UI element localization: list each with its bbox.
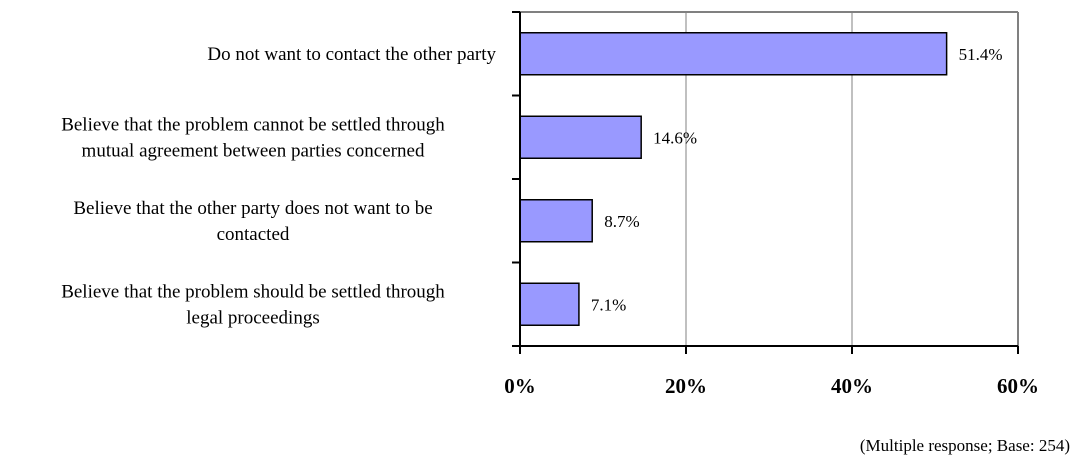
category-label-line: Believe that the other party does not wa… bbox=[73, 198, 432, 219]
data-label: 14.6% bbox=[653, 128, 697, 147]
category-labels: Do not want to contact the other party Be… bbox=[61, 44, 496, 329]
footnote: (Multiple response; Base: 254) bbox=[860, 436, 1070, 455]
category-label: Do not want to contact the other party bbox=[207, 44, 496, 65]
category-label-line: Do not want to contact the other party bbox=[207, 44, 496, 65]
category-label-line: Believe that the problem should be settl… bbox=[61, 281, 445, 302]
category-label-line: Believe that the problem cannot be settl… bbox=[61, 114, 445, 135]
bar bbox=[519, 32, 948, 76]
category-label-line: legal proceedings bbox=[186, 307, 319, 328]
x-tick-label: 60% bbox=[997, 374, 1039, 398]
x-tick-labels: 0% 20% 40% 60% bbox=[504, 374, 1039, 398]
bar bbox=[519, 115, 642, 159]
bar bbox=[519, 199, 593, 243]
bars bbox=[519, 32, 948, 326]
category-label: Believe that the other party does not wa… bbox=[73, 198, 432, 245]
x-tick-label: 40% bbox=[831, 374, 873, 398]
category-label-line: mutual agreement between parties concern… bbox=[82, 140, 425, 161]
x-tick-label: 0% bbox=[504, 374, 536, 398]
x-tick-label: 20% bbox=[665, 374, 707, 398]
category-label: Believe that the problem cannot be settl… bbox=[61, 114, 445, 161]
bar bbox=[519, 282, 580, 326]
data-label: 8.7% bbox=[604, 212, 639, 231]
axes bbox=[512, 11, 1019, 354]
data-label: 7.1% bbox=[591, 295, 626, 314]
category-label-line: contacted bbox=[217, 224, 290, 245]
data-label: 51.4% bbox=[959, 45, 1003, 64]
data-labels: 51.4% 14.6% 8.7% 7.1% bbox=[591, 45, 1003, 315]
category-label: Believe that the problem should be settl… bbox=[61, 281, 445, 328]
